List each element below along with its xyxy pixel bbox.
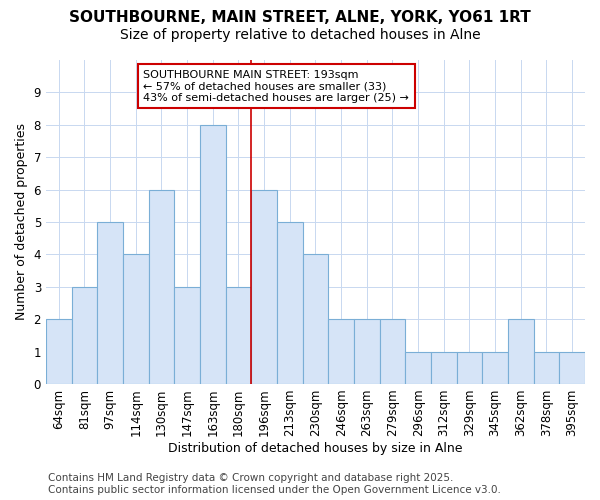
Bar [174, 287, 200, 384]
Bar [457, 352, 482, 384]
Bar [482, 352, 508, 384]
Bar [406, 352, 431, 384]
Y-axis label: Number of detached properties: Number of detached properties [15, 124, 28, 320]
Bar [149, 190, 174, 384]
Text: Size of property relative to detached houses in Alne: Size of property relative to detached ho… [119, 28, 481, 42]
Bar [508, 319, 533, 384]
Bar [200, 125, 226, 384]
Text: Contains HM Land Registry data © Crown copyright and database right 2025.
Contai: Contains HM Land Registry data © Crown c… [48, 474, 501, 495]
Bar [123, 254, 149, 384]
Bar [559, 352, 585, 384]
X-axis label: Distribution of detached houses by size in Alne: Distribution of detached houses by size … [168, 442, 463, 455]
Bar [354, 319, 380, 384]
Bar [277, 222, 302, 384]
Bar [431, 352, 457, 384]
Bar [251, 190, 277, 384]
Bar [46, 319, 71, 384]
Bar [226, 287, 251, 384]
Text: SOUTHBOURNE MAIN STREET: 193sqm
← 57% of detached houses are smaller (33)
43% of: SOUTHBOURNE MAIN STREET: 193sqm ← 57% of… [143, 70, 409, 103]
Bar [302, 254, 328, 384]
Text: SOUTHBOURNE, MAIN STREET, ALNE, YORK, YO61 1RT: SOUTHBOURNE, MAIN STREET, ALNE, YORK, YO… [69, 10, 531, 25]
Bar [380, 319, 406, 384]
Bar [328, 319, 354, 384]
Bar [533, 352, 559, 384]
Bar [97, 222, 123, 384]
Bar [71, 287, 97, 384]
